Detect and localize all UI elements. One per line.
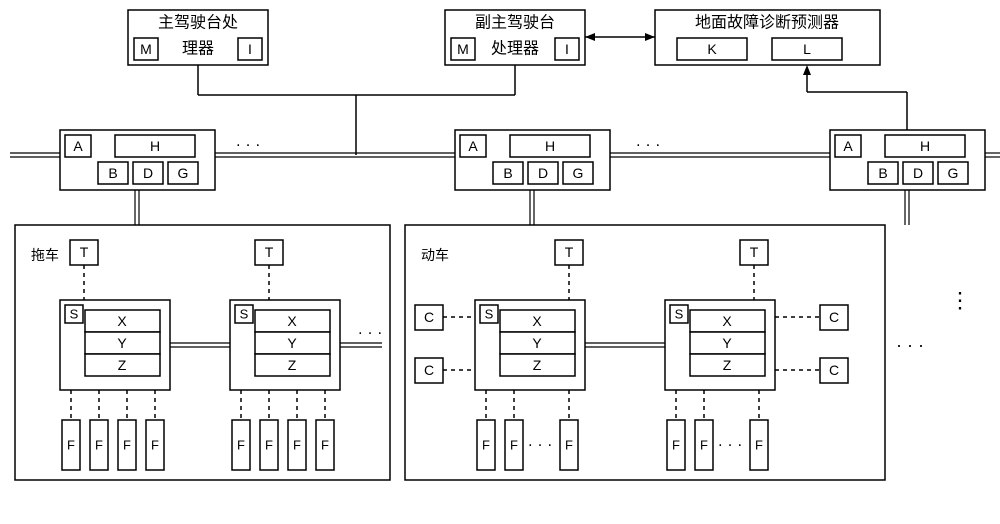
svg-text:F: F bbox=[482, 438, 490, 453]
svg-text:B: B bbox=[108, 165, 117, 181]
svg-text:G: G bbox=[948, 165, 959, 181]
svg-text:F: F bbox=[265, 438, 273, 453]
svg-text:Y: Y bbox=[287, 335, 297, 351]
svg-text:F: F bbox=[672, 438, 680, 453]
sub-cab-I: I bbox=[565, 41, 569, 57]
svg-text:D: D bbox=[143, 165, 153, 181]
sub-cab-proc: 处理器 bbox=[491, 40, 539, 58]
main-cab-box: 主驾驶台处 M 理器 I bbox=[128, 10, 268, 65]
A-module-3: A H B D G bbox=[830, 130, 985, 190]
main-cab-title: 主驾驶台处 bbox=[158, 14, 238, 32]
trailer-S-2: S X Y Z bbox=[230, 300, 340, 390]
svg-text:F: F bbox=[700, 438, 708, 453]
svg-text:Z: Z bbox=[723, 357, 732, 373]
svg-text:B: B bbox=[878, 165, 887, 181]
svg-text:Z: Z bbox=[288, 357, 297, 373]
svg-text:T: T bbox=[80, 244, 89, 260]
svg-text:S: S bbox=[240, 307, 249, 322]
svg-text:· · ·: · · · bbox=[358, 325, 383, 342]
svg-text:S: S bbox=[70, 307, 79, 322]
motor-panel: 动车 T T C C S X Y Z S X Y Z C C bbox=[405, 225, 885, 480]
svg-text:S: S bbox=[675, 307, 684, 322]
svg-text:Y: Y bbox=[722, 335, 732, 351]
svg-text:· · ·: · · · bbox=[896, 335, 924, 355]
sub-cab-M: M bbox=[457, 41, 469, 57]
svg-text:A: A bbox=[843, 138, 853, 154]
svg-text:F: F bbox=[95, 438, 103, 453]
svg-text:C: C bbox=[424, 362, 434, 378]
motor-label: 动车 bbox=[421, 247, 449, 263]
svg-text:Y: Y bbox=[117, 335, 127, 351]
svg-text:A: A bbox=[73, 138, 83, 154]
svg-text:G: G bbox=[178, 165, 189, 181]
ground-K: K bbox=[707, 41, 717, 57]
motor-S-1: S X Y Z bbox=[475, 300, 585, 390]
svg-text:· · ·: · · · bbox=[718, 437, 743, 454]
svg-text:F: F bbox=[321, 438, 329, 453]
svg-text:S: S bbox=[485, 307, 494, 322]
svg-text:Z: Z bbox=[118, 357, 127, 373]
svg-text:F: F bbox=[237, 438, 245, 453]
trailer-label: 拖车 bbox=[31, 247, 59, 263]
motor-S-2: S X Y Z bbox=[665, 300, 775, 390]
svg-text:H: H bbox=[920, 138, 930, 154]
svg-text:X: X bbox=[532, 313, 542, 329]
svg-text:T: T bbox=[265, 244, 274, 260]
svg-text:C: C bbox=[829, 362, 839, 378]
svg-text:C: C bbox=[829, 309, 839, 325]
trailer-S-1: S X Y Z bbox=[60, 300, 170, 390]
sub-cab-title: 副主驾驶台 bbox=[475, 14, 555, 32]
svg-text:Z: Z bbox=[533, 357, 542, 373]
svg-text:X: X bbox=[287, 313, 297, 329]
svg-text:T: T bbox=[565, 244, 574, 260]
svg-text:F: F bbox=[293, 438, 301, 453]
svg-text:T: T bbox=[750, 244, 759, 260]
svg-text:D: D bbox=[913, 165, 923, 181]
svg-text:F: F bbox=[123, 438, 131, 453]
A-module-1: A H B D G bbox=[60, 130, 215, 190]
sub-cab-box: 副主驾驶台 M 处理器 I bbox=[445, 10, 585, 65]
svg-text:F: F bbox=[67, 438, 75, 453]
svg-text:X: X bbox=[117, 313, 127, 329]
svg-text:A: A bbox=[468, 138, 478, 154]
svg-text:⋮: ⋮ bbox=[949, 288, 971, 313]
ground-box: 地面故障诊断预测器 K L bbox=[655, 10, 880, 65]
main-cab-I: I bbox=[248, 41, 252, 57]
main-cab-M: M bbox=[140, 41, 152, 57]
svg-text:F: F bbox=[565, 438, 573, 453]
svg-text:H: H bbox=[150, 138, 160, 154]
svg-text:Y: Y bbox=[532, 335, 542, 351]
svg-text:F: F bbox=[510, 438, 518, 453]
trailer-panel: 拖车 T T S X Y Z S X Y Z · · · F F bbox=[15, 225, 390, 480]
ground-title: 地面故障诊断预测器 bbox=[695, 14, 839, 32]
svg-text:· · ·: · · · bbox=[636, 137, 661, 154]
A-module-2: A H B D G bbox=[455, 130, 610, 190]
svg-text:F: F bbox=[151, 438, 159, 453]
svg-text:F: F bbox=[755, 438, 763, 453]
svg-text:H: H bbox=[545, 138, 555, 154]
svg-text:· · ·: · · · bbox=[528, 437, 553, 454]
svg-text:· · ·: · · · bbox=[236, 137, 261, 154]
ground-L: L bbox=[803, 41, 811, 57]
svg-text:X: X bbox=[722, 313, 732, 329]
main-cab-proc: 理器 bbox=[182, 40, 214, 58]
svg-text:C: C bbox=[424, 309, 434, 325]
svg-text:G: G bbox=[573, 165, 584, 181]
svg-text:B: B bbox=[503, 165, 512, 181]
diagram-root: 主驾驶台处 M 理器 I 副主驾驶台 M 处理器 I 地面故障诊断预测器 K L… bbox=[0, 0, 1000, 524]
svg-text:D: D bbox=[538, 165, 548, 181]
